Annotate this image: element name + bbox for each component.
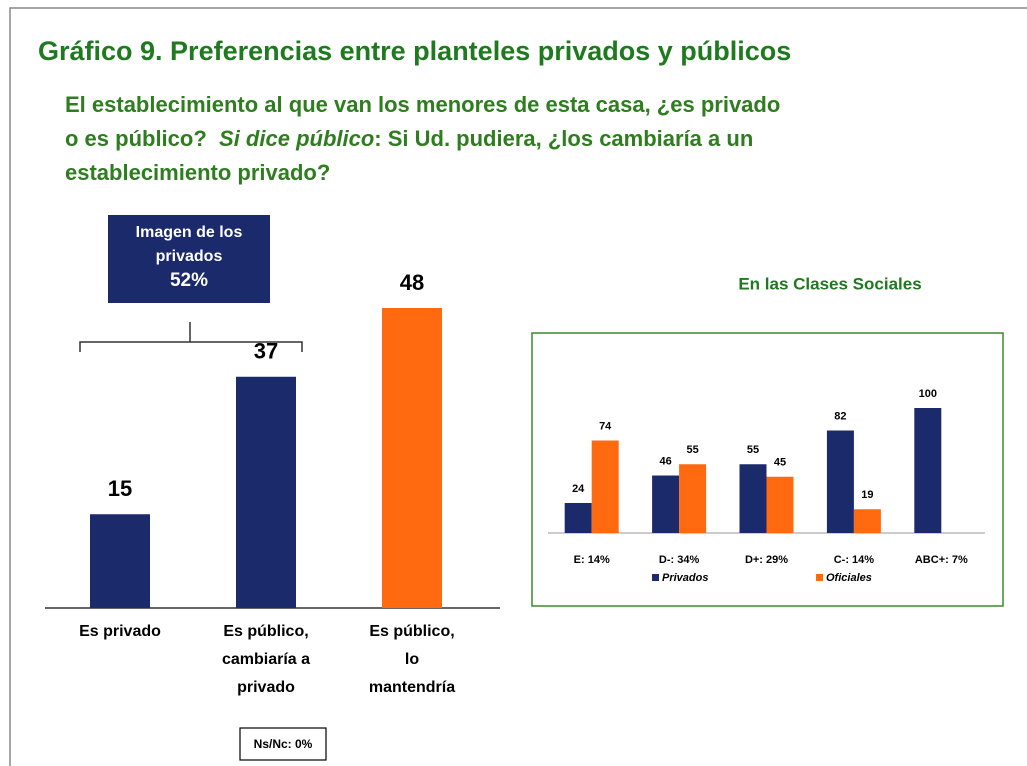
bar — [382, 308, 442, 608]
subtitle: El establecimiento al que van los menore… — [65, 88, 785, 190]
x-tick-label: C-: 14% — [834, 554, 875, 566]
bar — [826, 430, 854, 533]
data-label: 46 — [659, 455, 671, 467]
legend-label: Oficiales — [826, 572, 872, 584]
bar — [739, 464, 767, 533]
title: Gráfico 9. Preferencias entre planteles … — [38, 36, 792, 66]
bar — [90, 514, 150, 608]
subtitle-italic: Si dice público — [219, 126, 375, 151]
x-tick-label: E: 14% — [574, 554, 610, 566]
bar — [914, 408, 942, 533]
data-label: 15 — [108, 476, 132, 501]
bar — [652, 475, 680, 533]
chart-title: En las Clases Sociales — [738, 274, 921, 293]
bar — [591, 440, 619, 533]
data-label: 74 — [599, 420, 612, 432]
data-label: 55 — [747, 444, 759, 456]
bar — [679, 464, 707, 533]
bar — [853, 509, 881, 533]
x-tick-label: D+: 29% — [745, 554, 788, 566]
x-tick-label: Es privado — [79, 623, 161, 640]
data-label: 100 — [919, 388, 937, 400]
subtitle-part: : Si Ud. pudiera, ¿los cambiaría a un es… — [65, 126, 754, 185]
x-tick-label: Es público, cambiaría a privado — [222, 623, 310, 696]
data-label: 48 — [400, 270, 424, 295]
data-label: 19 — [861, 489, 873, 501]
annotation-box — [108, 215, 270, 303]
subtitle-part: El establecimiento al que van los menore… — [65, 92, 781, 151]
bar — [766, 476, 794, 533]
data-label: 55 — [686, 444, 698, 456]
legend-swatch — [652, 574, 659, 581]
legend-swatch — [816, 574, 823, 581]
x-tick-label: Es público, lo mantendría — [369, 623, 455, 696]
data-label: 82 — [834, 410, 846, 422]
annotation: Imagen de los privados 52% — [136, 224, 243, 291]
bracket — [79, 322, 303, 352]
x-tick-label: ABC+: 7% — [915, 554, 968, 566]
data-label: 24 — [572, 483, 585, 495]
legend-label: Privados — [662, 572, 708, 584]
note: Ns/Nc: 0% — [254, 737, 313, 751]
note-box — [239, 727, 327, 761]
bar — [236, 376, 296, 608]
data-label: 45 — [774, 457, 786, 469]
slide-border — [9, 7, 1027, 766]
x-tick-label: D-: 34% — [659, 554, 700, 566]
bar — [564, 503, 592, 533]
